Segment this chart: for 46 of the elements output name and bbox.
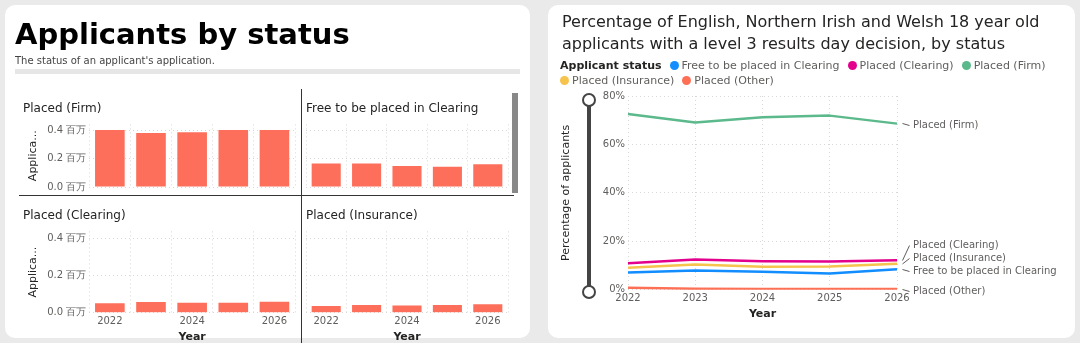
y-axis-title: Percentage of applicants [559, 124, 573, 261]
text: Placed (Other) [913, 284, 986, 296]
text: Placed (Insurance) [913, 251, 1006, 263]
x-tick-label: 2024 [179, 315, 205, 327]
y-tick-label: 60% [602, 138, 625, 150]
y-tick-label: 0.2 百万 [47, 269, 87, 281]
y-tick-label: 0.4 百万 [47, 123, 87, 135]
x-tick-label: 2025 [817, 292, 843, 304]
x-tick-label: 2022 [97, 315, 123, 327]
text: The status of an applicant's application. [15, 55, 216, 66]
legend-label: Free to be placed in Clearing [681, 59, 840, 72]
y-tick-label: 0.0 百万 [47, 180, 87, 192]
y-tick-label: 0% [609, 283, 625, 295]
x-tick-label: 2026 [261, 315, 288, 327]
y-tick-label: 40% [602, 186, 625, 198]
y-tick-label: 80% [602, 89, 625, 101]
x-tick-label: 2026 [475, 315, 501, 327]
text: Applicants by status [15, 16, 351, 53]
y-axis-title: Applica... [26, 246, 40, 298]
y-tick-label: 0.0 百万 [47, 306, 87, 318]
y-axis-title: Applica... [26, 130, 40, 182]
text: Placed (Clearing) [913, 238, 999, 250]
x-tick-label: 2022 [615, 292, 641, 304]
text: Free to be placed in Clearing [913, 264, 1057, 276]
x-axis-title: Year [747, 307, 777, 321]
legend-label: Placed (Other) [694, 74, 774, 87]
x-axis-title: Year [392, 330, 422, 343]
y-tick-label: 0.2 百万 [47, 152, 87, 164]
legend-label: Placed (Firm) [973, 59, 1046, 72]
x-tick-label: 2022 [313, 315, 339, 327]
text: Placed (Firm) [913, 119, 979, 131]
legend-label: Placed (Insurance) [572, 74, 675, 87]
chart-title: Placed (Insurance) [306, 208, 418, 223]
x-axis-title: Year [177, 330, 207, 343]
chart-title: Placed (Firm) [23, 101, 102, 116]
legend-title: Applicant status [560, 59, 662, 72]
y-tick-label: 0.4 百万 [47, 232, 87, 244]
x-tick-label: 2026 [884, 292, 910, 304]
legend-label: Placed (Clearing) [859, 59, 954, 72]
x-tick-label: 2024 [394, 315, 420, 327]
chart-title: Placed (Clearing) [23, 208, 126, 223]
x-tick-label: 2023 [682, 292, 708, 304]
chart-title: Free to be placed in Clearing [306, 101, 479, 116]
y-tick-label: 20% [602, 234, 625, 246]
chart-title: Percentage of English, Northern Irish and Welsh 18 year old applicants with a level 3 results day decision, by status [562, 11, 1041, 55]
x-tick-label: 2024 [749, 292, 776, 304]
